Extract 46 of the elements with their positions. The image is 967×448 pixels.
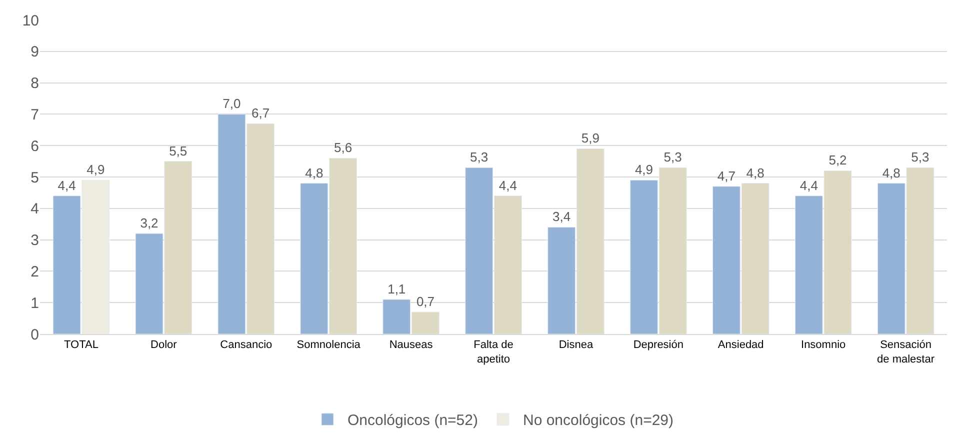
data-label: 5,3 xyxy=(911,150,930,165)
legend-label: Oncológicos (n=52) xyxy=(348,412,478,430)
x-tick-label: Disnea xyxy=(558,339,594,352)
y-tick-label: 7 xyxy=(30,106,39,124)
x-tick-label: Sensación de malestar xyxy=(877,339,935,366)
data-label: 4,4 xyxy=(498,178,517,193)
data-label: 4,4 xyxy=(800,178,818,193)
data-label: 5,6 xyxy=(334,140,352,156)
data-label: 5,3 xyxy=(470,150,488,165)
x-tick-label: Falta de apetito xyxy=(474,339,514,366)
data-label: 0,7 xyxy=(416,294,435,310)
y-tick-label: 9 xyxy=(30,44,39,61)
data-label: 4,8 xyxy=(746,165,764,180)
x-tick-label: Cansancio xyxy=(220,339,272,352)
y-tick-label: 4 xyxy=(30,200,39,218)
data-label: 6,7 xyxy=(252,106,270,121)
y-tick-label: 0 xyxy=(30,326,39,344)
data-label: 4,7 xyxy=(717,168,736,184)
legend-label: No oncológicos (n=29) xyxy=(523,412,674,430)
x-tick-label: Ansiedad xyxy=(718,339,764,352)
data-label: 1,1 xyxy=(388,281,406,296)
x-tick-label: TOTAL xyxy=(64,339,98,352)
data-label: 5,9 xyxy=(581,130,600,146)
x-tick-label: Nauseas xyxy=(389,339,434,352)
data-label: 4,8 xyxy=(305,165,324,180)
data-label: 4,8 xyxy=(882,165,900,180)
data-label: 5,5 xyxy=(169,143,188,158)
y-tick-label: 10 xyxy=(22,12,39,30)
data-label: 5,2 xyxy=(828,152,847,168)
y-tick-label: 1 xyxy=(30,294,39,312)
y-tick-label: 2 xyxy=(30,263,39,280)
data-label: 3,4 xyxy=(552,209,571,224)
data-label: 3,2 xyxy=(140,216,158,231)
x-tick-label: Somnolencia xyxy=(296,339,362,352)
data-label: 4,9 xyxy=(634,162,654,178)
data-label: 4,4 xyxy=(58,178,76,193)
data-label: 7,0 xyxy=(222,96,241,112)
x-tick-label: Dolor xyxy=(150,339,178,352)
x-tick-label: Depresión xyxy=(633,339,684,352)
x-tick-label: Insomnio xyxy=(801,339,846,352)
y-tick-label: 8 xyxy=(30,75,39,92)
data-label: 5,3 xyxy=(664,150,682,165)
y-tick-label: 5 xyxy=(30,169,39,186)
data-label: 4,9 xyxy=(86,162,105,178)
y-tick-label: 6 xyxy=(30,138,39,155)
y-tick-label: 3 xyxy=(30,232,39,250)
